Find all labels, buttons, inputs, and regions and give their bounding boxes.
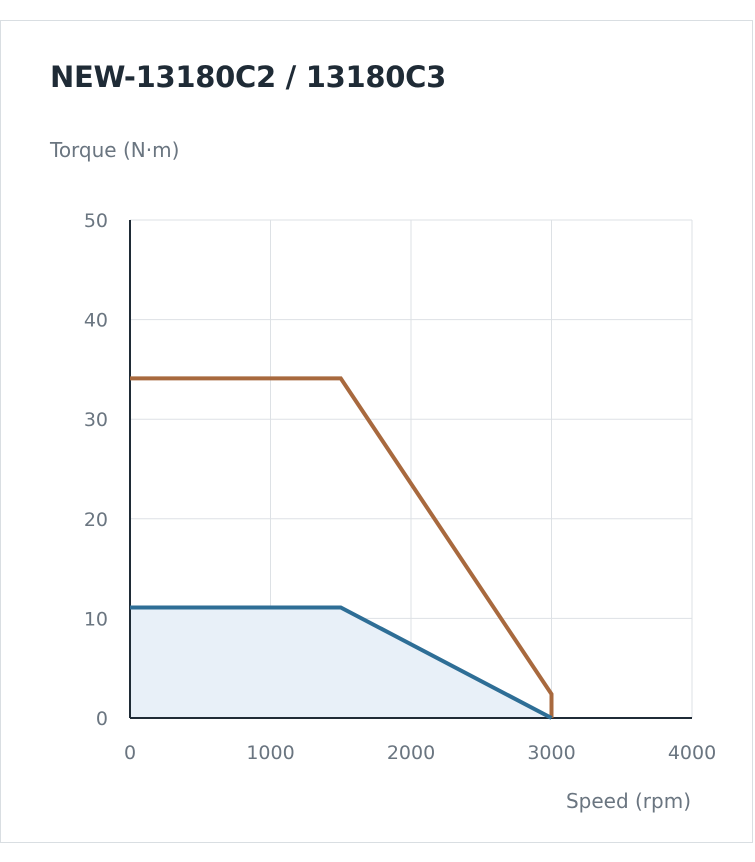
tick-labels: 0 10 20 30 40 50 0 1000 2000 3000 4000 [84,210,716,764]
y-tick-label: 30 [84,409,108,431]
axes [129,220,692,719]
x-axis-label: Speed (rpm) [565,789,691,813]
series-line-1 [130,376,554,718]
y-tick-label: 50 [84,210,108,232]
y-tick-label: 20 [84,509,108,531]
y-tick-label: 0 [96,708,108,730]
x-tick-label: 1000 [246,742,294,764]
series-lines [130,376,554,720]
y-axis-label: Torque (N·m) [50,138,180,162]
x-tick-label: 0 [124,742,136,764]
x-tick-label: 4000 [668,742,716,764]
x-tick-label: 2000 [387,742,435,764]
y-tick-label: 10 [84,608,108,630]
chart-title: NEW-13180C2 / 13180C3 [50,60,446,94]
series-line-2 [130,605,553,720]
y-tick-label: 40 [84,310,108,332]
series-fill-2 [130,607,552,718]
x-tick-label: 3000 [527,742,575,764]
series-fills [130,607,552,718]
